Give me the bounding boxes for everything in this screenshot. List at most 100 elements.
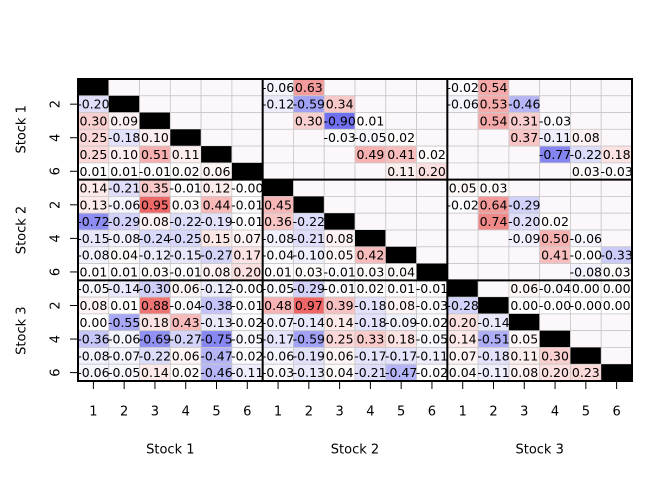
y-tick-label: 4: [49, 234, 64, 242]
empty-cell: [539, 179, 571, 197]
empty-cell: [600, 347, 633, 365]
empty-cell: [446, 263, 479, 281]
cell-label: 0.18: [141, 315, 169, 330]
empty-cell: [385, 179, 417, 197]
x-tick-label: 6: [428, 405, 436, 420]
x-tick-label: 2: [489, 405, 497, 420]
y-tick-label: 2: [49, 301, 64, 309]
empty-cell: [477, 229, 510, 248]
y-group-label: Stock 3: [15, 306, 30, 354]
cell-label: 0.34: [326, 97, 354, 112]
empty-cell: [446, 212, 479, 231]
empty-cell: [477, 263, 510, 281]
cell-label: 0.54: [480, 113, 508, 128]
empty-cell: [139, 78, 171, 97]
diagonal-cell: [139, 112, 171, 130]
cell-label: -0.01: [231, 298, 263, 313]
empty-cell: [539, 78, 571, 97]
y-tick-label: 2: [49, 100, 64, 108]
x-tick-label: 5: [397, 405, 405, 420]
empty-cell: [416, 229, 448, 248]
empty-cell: [446, 229, 479, 248]
cell-label: 0.18: [603, 147, 631, 162]
cell-label: 0.00: [510, 298, 538, 313]
empty-cell: [446, 162, 479, 181]
cell-label: -0.18: [354, 298, 386, 313]
empty-cell: [600, 112, 633, 130]
cell-label: -0.69: [139, 332, 171, 347]
empty-cell: [570, 112, 602, 130]
cell-label: 0.35: [141, 181, 169, 196]
empty-cell: [477, 246, 510, 264]
cell-label: -0.11: [231, 365, 263, 380]
cell-label: -0.29: [108, 214, 140, 229]
cell-label: 0.25: [79, 147, 107, 162]
empty-cell: [508, 162, 541, 181]
cell-label: 0.02: [387, 130, 415, 145]
cell-label: -0.03: [323, 130, 355, 145]
empty-cell: [539, 196, 571, 214]
cell-label: -0.36: [77, 332, 109, 347]
empty-cell: [354, 95, 387, 113]
empty-cell: [416, 128, 448, 147]
cell-label: 0.06: [326, 348, 354, 363]
empty-cell: [539, 162, 571, 181]
y-tick-label: 6: [49, 268, 64, 276]
x-tick-label: 3: [151, 405, 159, 420]
cell-label: -0.59: [293, 97, 325, 112]
cell-label: 0.03: [141, 264, 169, 279]
cell-label: 0.12: [203, 181, 231, 196]
cell-label: -0.22: [170, 214, 202, 229]
diagonal-cell: [78, 79, 109, 96]
empty-cell: [231, 128, 264, 147]
empty-cell: [231, 95, 264, 113]
cell-label: 0.02: [172, 164, 200, 179]
empty-cell: [262, 145, 294, 164]
cell-label: -0.04: [262, 248, 294, 263]
cell-label: 0.10: [110, 147, 138, 162]
y-group-label: Stock 2: [15, 206, 30, 254]
empty-cell: [200, 78, 233, 97]
empty-cell: [508, 145, 541, 164]
cell-label: 0.14: [141, 365, 169, 380]
cell-label: -0.10: [293, 248, 325, 263]
empty-cell: [570, 313, 602, 332]
cell-label: 0.08: [387, 298, 415, 313]
diagonal-cell: [601, 364, 632, 381]
cell-label: -0.06: [108, 332, 140, 347]
x-tick-label: 1: [274, 405, 282, 420]
cell-label: 0.14: [79, 181, 107, 196]
cell-label: -0.20: [77, 97, 109, 112]
cell-label: -0.02: [447, 197, 479, 212]
cell-label: 0.07: [233, 231, 261, 246]
cell-label: 0.49: [356, 147, 384, 162]
y-tick-label: 6: [49, 368, 64, 376]
cell-label: -0.30: [139, 281, 171, 296]
cell-label: 0.01: [110, 264, 138, 279]
empty-cell: [200, 95, 233, 113]
cell-label: -0.22: [139, 348, 171, 363]
cell-label: 0.04: [110, 248, 138, 263]
empty-cell: [416, 212, 448, 231]
x-tick-label: 2: [305, 405, 313, 420]
empty-cell: [570, 179, 602, 197]
cell-label: 0.45: [264, 197, 292, 212]
cell-label: 0.14: [449, 332, 477, 347]
cell-label: -0.27: [170, 332, 202, 347]
x-tick-label: 3: [520, 405, 528, 420]
cell-label: -0.02: [416, 365, 448, 380]
cell-label: -0.17: [354, 348, 386, 363]
cell-label: -0.04: [170, 298, 202, 313]
cell-label: -0.47: [200, 348, 232, 363]
cell-label: 0.08: [510, 365, 538, 380]
cell-label: 0.03: [356, 264, 384, 279]
cell-label: -0.12: [139, 248, 171, 263]
cell-label: 0.51: [141, 147, 169, 162]
diagonal-cell: [262, 179, 294, 197]
cell-label: 0.04: [387, 264, 415, 279]
empty-cell: [600, 212, 633, 231]
cell-label: -0.00: [231, 281, 263, 296]
empty-cell: [570, 78, 602, 97]
empty-cell: [508, 246, 541, 264]
